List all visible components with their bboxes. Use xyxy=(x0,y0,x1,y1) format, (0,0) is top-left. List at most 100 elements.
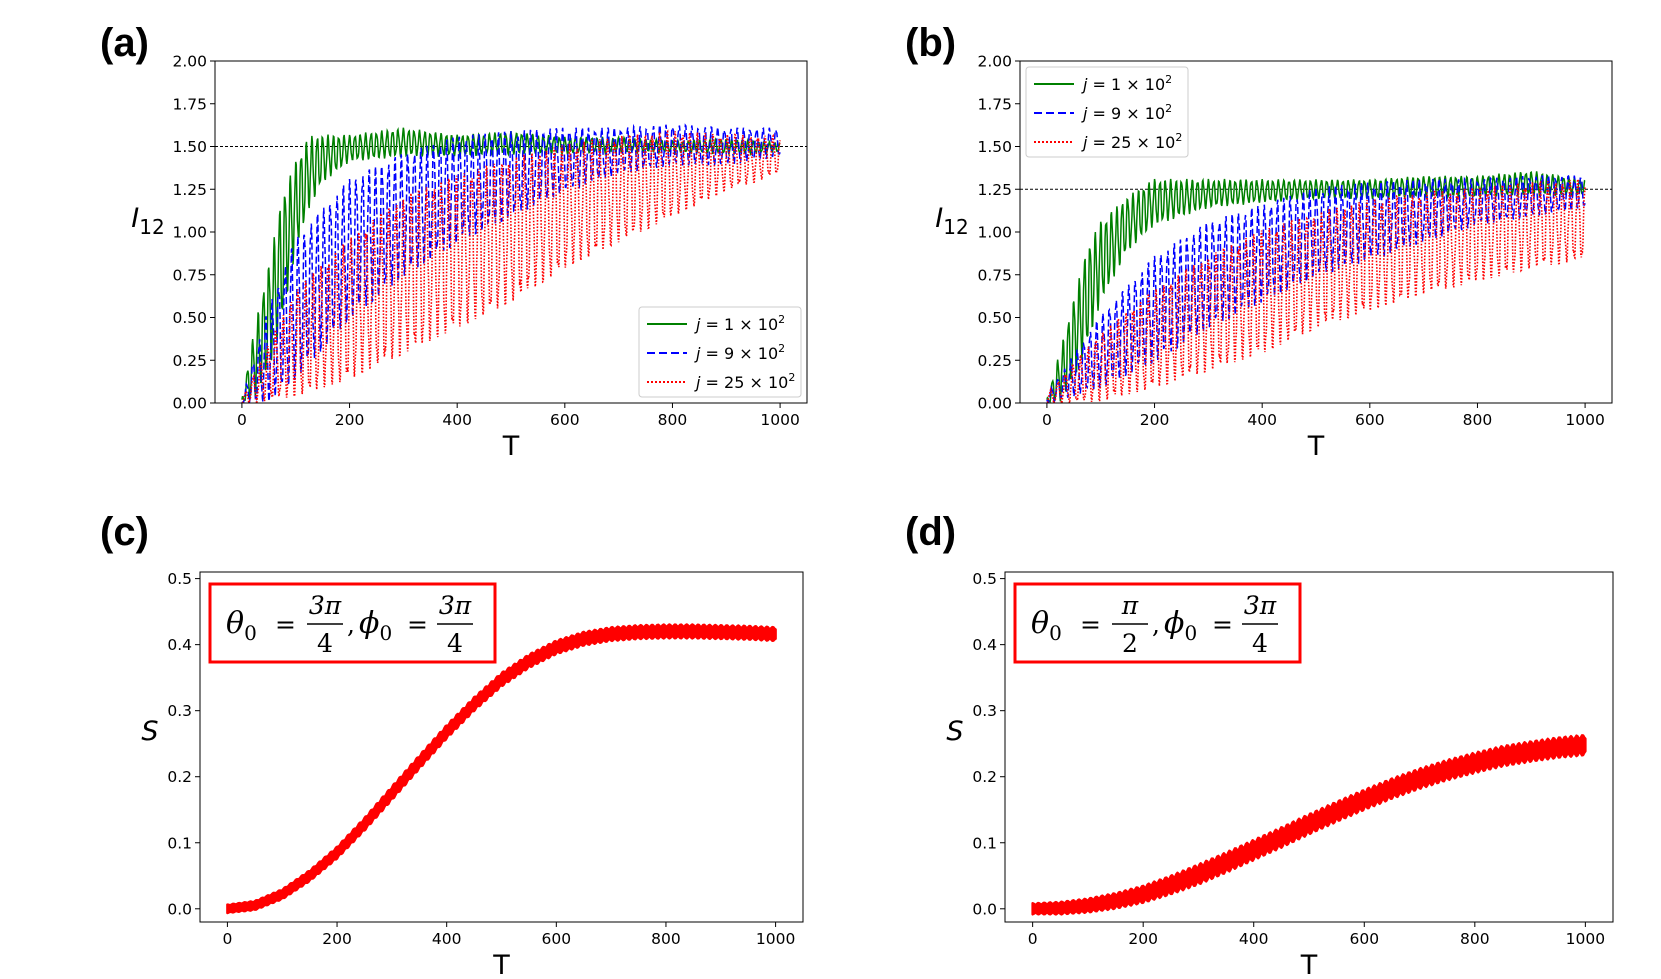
annotation-box-c: θ0 = 3π 4, ϕ0 = 3π 4 xyxy=(208,582,497,664)
panel-a: (a) 0 200 400 600 800 1000 0.00 0.25 0.50 0.75 1.00… xyxy=(100,21,808,462)
panel-label-c: (c) xyxy=(100,510,149,554)
annotation-phi-denominator: 4 xyxy=(1252,629,1268,658)
x-tick-label: 800 xyxy=(658,411,688,429)
x-tick-label: 400 xyxy=(1239,930,1269,948)
x-axis-label-d: T xyxy=(1300,950,1318,979)
x-tick-label: 200 xyxy=(1140,411,1170,429)
x-tick-label: 400 xyxy=(432,930,462,948)
y-tick-label: 0.75 xyxy=(172,266,207,284)
annotation-phi-numerator: 3π xyxy=(439,591,472,620)
y-tick-label: 0.0 xyxy=(972,900,997,918)
y-tick-label: 0.1 xyxy=(167,834,192,852)
x-tick-label: 600 xyxy=(542,930,572,948)
x-tick-label: 400 xyxy=(1247,411,1277,429)
legend-box xyxy=(638,306,802,398)
plot-area-d xyxy=(1031,734,1587,916)
annotation-phi: ϕ0 xyxy=(359,606,392,645)
y-tick-label: 1.75 xyxy=(977,95,1012,113)
y-tick-label: 1.75 xyxy=(172,95,207,113)
y-axis-label-b: I12 xyxy=(935,203,968,239)
x-axis-label-b: T xyxy=(1307,431,1325,462)
legend-label-3: j = 25 × 102 xyxy=(1081,131,1182,152)
axes-frame-c xyxy=(199,571,804,923)
y-tick-label: 0.4 xyxy=(972,636,997,654)
annotation-phi-numerator: 3π xyxy=(1244,591,1277,620)
annotation-box-d: θ0 = π 2, ϕ0 = 3π 4 xyxy=(1013,582,1302,664)
x-tick-label: 0 xyxy=(237,411,247,429)
annotation-theta-denominator: 4 xyxy=(317,629,333,658)
annotation-phi-denominator: 4 xyxy=(447,629,463,658)
panel-c: (c) 0 200 400 600 800 1000 0.0 0.1 0.2 0.3 0.4 0.5 T S… xyxy=(100,510,804,979)
y-tick-label: 0.25 xyxy=(977,352,1012,370)
y-axis-label-a: I12 xyxy=(131,203,164,239)
y-axis-label-d: S xyxy=(946,716,963,747)
y-tick-label: 0.5 xyxy=(972,570,997,588)
plot-area-a xyxy=(215,122,807,403)
series-line-a-3 xyxy=(241,129,781,403)
x-tick-label: 600 xyxy=(1355,411,1385,429)
x-tick-label: 0 xyxy=(1028,930,1038,948)
legend-b: j = 1 × 102 j = 9 × 102 j = 25 × 102 xyxy=(1025,66,1189,158)
y-tick-label: 0.00 xyxy=(977,395,1012,413)
x-tick-label: 200 xyxy=(335,411,365,429)
annotation-theta-numerator: 3π xyxy=(309,591,342,620)
annotation-border xyxy=(1013,582,1302,664)
annotation-comma: , xyxy=(1152,610,1160,639)
y-tick-label: 1.25 xyxy=(977,181,1012,199)
legend-label-2: j = 9 × 102 xyxy=(1081,102,1172,123)
legend-label-3: j = 25 × 102 xyxy=(694,371,795,392)
series-line-b-2 xyxy=(1046,174,1586,403)
x-tick-label: 600 xyxy=(550,411,580,429)
y-tick-label: 1.00 xyxy=(977,224,1012,242)
y-tick-label: 0.0 xyxy=(167,900,192,918)
series-band-d xyxy=(1031,734,1587,916)
y-tick-label: 0.3 xyxy=(972,702,997,720)
series-line-b-3 xyxy=(1046,178,1586,403)
y-tick-label: 0.5 xyxy=(167,570,192,588)
y-tick-label: 1.00 xyxy=(172,224,207,242)
x-tick-label: 1000 xyxy=(760,411,799,429)
y-tick-label: 1.50 xyxy=(977,138,1012,156)
x-tick-label: 600 xyxy=(1349,930,1379,948)
x-axis-label-a: T xyxy=(502,431,520,462)
y-axis-label-c: S xyxy=(141,716,158,747)
panel-label-d: (d) xyxy=(905,510,956,554)
y-tick-label: 2.00 xyxy=(977,53,1012,71)
annotation-border xyxy=(208,582,497,664)
axes-frame-d xyxy=(1004,571,1614,923)
annotation-comma: , xyxy=(347,610,355,639)
x-axis-label-c: T xyxy=(492,950,510,979)
legend-label-2: j = 9 × 102 xyxy=(694,342,785,363)
y-tick-label: 0.1 xyxy=(972,834,997,852)
x-tick-label: 1000 xyxy=(1566,930,1605,948)
annotation-phi: ϕ0 xyxy=(1164,606,1197,645)
y-tick-label: 0.00 xyxy=(172,395,207,413)
y-tick-label: 0.2 xyxy=(167,768,192,786)
series-band-c xyxy=(226,623,777,915)
y-tick-label: 0.4 xyxy=(167,636,192,654)
panel-label-b: (b) xyxy=(905,21,956,65)
legend-label-1: j = 1 × 102 xyxy=(1081,73,1172,94)
panel-d: (d) 0 200 400 600 800 1000 0.0 0.1 0.2 0.3 0.4 0.5 T S… xyxy=(905,510,1614,979)
legend-label-1: j = 1 × 102 xyxy=(694,313,785,334)
y-tick-label: 0.2 xyxy=(972,768,997,786)
x-tick-label: 0 xyxy=(222,930,232,948)
y-tick-label: 0.3 xyxy=(167,702,192,720)
x-tick-label: 800 xyxy=(1463,411,1493,429)
plot-area-b xyxy=(1020,171,1612,403)
x-tick-label: 800 xyxy=(1460,930,1490,948)
y-tick-label: 1.25 xyxy=(172,181,207,199)
y-tick-label: 0.50 xyxy=(172,309,207,327)
y-tick-label: 0.75 xyxy=(977,266,1012,284)
x-tick-label: 200 xyxy=(1128,930,1158,948)
annotation-equals: = xyxy=(275,610,296,639)
legend-box xyxy=(1025,66,1189,158)
x-tick-label: 400 xyxy=(442,411,472,429)
annotation-theta-numerator: π xyxy=(1121,591,1139,620)
y-tick-label: 0.50 xyxy=(977,309,1012,327)
panel-b: (b) 0 200 400 600 800 1000 0.00 0.25 0.50 0.75 1.00… xyxy=(905,21,1613,462)
series-line-a-2 xyxy=(241,122,781,403)
x-tick-label: 800 xyxy=(651,930,681,948)
x-tick-label: 1000 xyxy=(756,930,795,948)
panel-label-a: (a) xyxy=(100,21,149,65)
